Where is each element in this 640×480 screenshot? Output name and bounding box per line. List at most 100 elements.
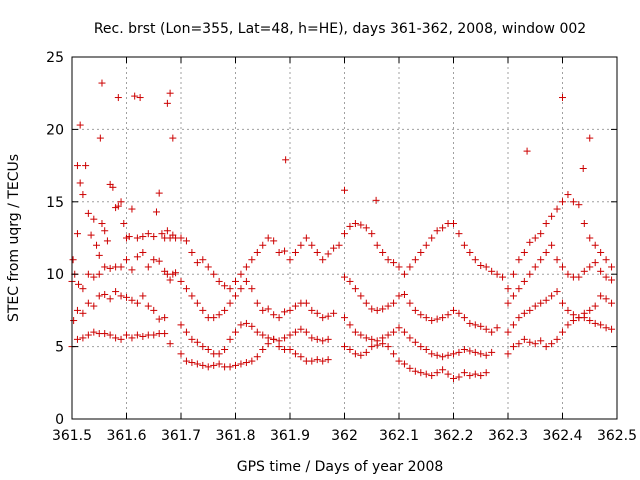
data-point	[199, 306, 207, 314]
data-point	[193, 259, 201, 267]
data-point	[79, 285, 87, 293]
data-point	[357, 221, 365, 229]
data-point	[232, 292, 239, 300]
data-point	[373, 306, 381, 314]
data-point	[509, 292, 517, 300]
data-point	[163, 227, 171, 235]
data-point	[406, 263, 414, 271]
data-point	[79, 191, 87, 199]
data-point	[351, 285, 359, 293]
data-point	[182, 237, 190, 245]
data-point	[439, 224, 447, 232]
data-point	[117, 292, 125, 300]
data-point	[120, 220, 128, 228]
data-point	[79, 309, 87, 317]
data-point	[101, 290, 109, 298]
data-point	[471, 348, 479, 356]
data-point	[368, 230, 376, 238]
data-point	[117, 335, 125, 343]
data-point	[341, 343, 348, 351]
data-point	[133, 253, 141, 261]
y-axis-label: STEC from uqrg / TECUs	[6, 154, 22, 322]
data-point	[346, 222, 354, 230]
data-point	[597, 321, 605, 329]
data-point	[210, 270, 218, 278]
data-point	[362, 224, 370, 232]
data-point	[477, 350, 485, 358]
data-point	[537, 256, 545, 264]
data-point	[182, 328, 190, 336]
data-point	[253, 353, 261, 361]
data-point	[499, 273, 507, 281]
data-point	[76, 179, 84, 187]
data-point	[324, 312, 332, 320]
data-point	[580, 220, 588, 228]
data-point	[488, 267, 496, 275]
data-point	[275, 248, 283, 256]
data-point	[477, 322, 485, 330]
data-point	[302, 299, 310, 307]
data-point	[248, 357, 256, 365]
data-point	[117, 198, 125, 206]
data-point	[84, 331, 92, 339]
data-point	[520, 309, 528, 317]
data-point	[575, 273, 583, 281]
data-point	[264, 340, 272, 348]
data-point	[193, 299, 201, 307]
data-point	[597, 292, 605, 300]
data-point	[564, 191, 572, 199]
data-point	[537, 299, 545, 307]
data-point	[384, 331, 392, 339]
data-point	[368, 343, 376, 351]
data-point	[564, 306, 572, 314]
data-point	[433, 227, 441, 235]
data-point	[433, 315, 441, 323]
data-point	[101, 263, 109, 271]
data-point	[313, 248, 321, 256]
data-point	[259, 241, 267, 249]
data-point	[199, 343, 207, 351]
data-point	[128, 205, 136, 213]
grid	[72, 57, 617, 419]
data-point	[509, 321, 517, 329]
data-point	[210, 361, 218, 369]
x-tick-label: 362.2	[433, 428, 473, 444]
data-point	[411, 306, 419, 314]
data-point	[602, 256, 610, 264]
data-point	[226, 363, 234, 371]
data-point	[395, 357, 403, 365]
data-point	[112, 334, 120, 342]
data-point	[357, 331, 365, 339]
data-point	[270, 237, 278, 245]
data-point	[379, 248, 387, 256]
data-point	[226, 299, 234, 307]
y-axis: 0 5 10 15 20 25	[46, 50, 617, 428]
data-point	[313, 335, 321, 343]
data-point	[155, 315, 163, 323]
data-point	[428, 372, 436, 380]
data-point	[575, 201, 583, 209]
data-point	[204, 363, 212, 371]
y-tick-label: 5	[55, 340, 64, 356]
data-point	[281, 308, 289, 316]
data-point	[133, 234, 141, 242]
data-point	[406, 364, 414, 372]
data-point	[308, 357, 316, 365]
data-point	[520, 248, 528, 256]
data-point	[199, 256, 207, 264]
data-point	[242, 277, 250, 285]
data-point	[259, 331, 267, 339]
data-point	[123, 293, 130, 301]
data-point	[150, 331, 158, 339]
data-point	[351, 328, 359, 336]
data-point	[73, 306, 81, 314]
data-point	[106, 295, 114, 303]
data-point	[395, 292, 403, 300]
data-point	[373, 341, 381, 349]
data-point	[433, 351, 441, 359]
data-point	[90, 302, 98, 310]
data-point	[286, 345, 294, 353]
data-point	[422, 314, 430, 322]
data-point	[482, 351, 490, 359]
data-point	[226, 285, 234, 293]
